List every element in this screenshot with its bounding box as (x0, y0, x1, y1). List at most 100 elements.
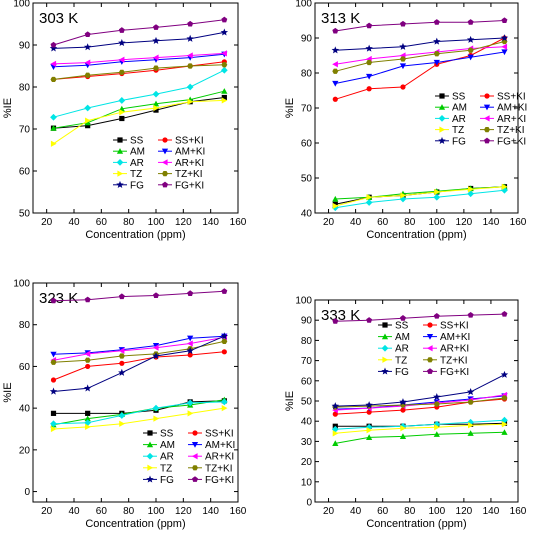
series-am-plus-ki (332, 393, 508, 413)
legend-label: AR (452, 114, 466, 125)
data-point (118, 69, 125, 75)
x-tick-label: 140 (202, 506, 219, 517)
data-point (118, 56, 125, 63)
data-point (118, 412, 126, 419)
y-tick-label: 80 (301, 69, 313, 80)
series-ss (50, 94, 227, 131)
data-point (221, 97, 228, 104)
data-point (332, 202, 339, 210)
legend-label: SS+KI (175, 136, 204, 147)
series-line (53, 351, 225, 381)
data-point (152, 344, 159, 351)
legend-marker (438, 104, 446, 110)
legend-marker (438, 115, 446, 122)
data-point (332, 440, 339, 447)
legend-marker (161, 159, 168, 166)
legend-label: AR+KI (175, 158, 204, 169)
x-tick-label: 120 (175, 506, 192, 517)
legend-label: SS (130, 136, 144, 147)
legend-label: AM (160, 440, 175, 451)
x-tick-label: 100 (428, 506, 445, 517)
data-point (50, 377, 57, 383)
series-line (335, 397, 505, 408)
y-tick-label: 40 (301, 417, 313, 428)
x-axis-label: Concentration (ppm) (85, 518, 185, 530)
series-line (53, 99, 225, 145)
series-line (53, 340, 225, 363)
legend-marker (147, 430, 153, 436)
data-point (186, 34, 194, 42)
data-point (153, 107, 159, 113)
data-point (332, 96, 338, 102)
series-ar (50, 398, 228, 428)
x-tick-label: 60 (377, 506, 389, 517)
series-tz (50, 97, 228, 147)
data-point (332, 27, 339, 34)
data-point (221, 338, 228, 344)
legend-marker (191, 453, 198, 460)
legend-marker (192, 465, 198, 471)
series-line (335, 189, 505, 209)
panel-title: 323 K (39, 290, 78, 307)
series-line (53, 335, 225, 392)
data-point (50, 76, 57, 83)
data-point (332, 318, 339, 324)
legend-marker (162, 137, 168, 143)
series-line (335, 186, 505, 200)
series-line (335, 41, 505, 72)
legend-label: TZ (130, 169, 142, 180)
y-axis-label: %IE (284, 98, 296, 118)
legend-label: AM+KI (175, 147, 205, 158)
y-tick-label: 80 (19, 83, 31, 94)
data-point (152, 342, 160, 349)
series-line (53, 64, 225, 80)
series-ar-plus-ki (50, 334, 227, 364)
data-point (221, 349, 227, 355)
legend-label: TZ (395, 355, 407, 366)
series-fg-plus-ki (332, 311, 508, 324)
y-tick-label: 20 (19, 445, 31, 456)
legend-marker (116, 148, 124, 154)
y-axis-label: %IE (2, 382, 14, 402)
legend-marker (147, 464, 154, 471)
series-line (335, 37, 505, 51)
series-tz-plus-ki (50, 338, 228, 365)
y-tick-label: 90 (19, 41, 31, 52)
legend-label: AR (160, 452, 174, 463)
series-line (335, 20, 505, 32)
data-point (365, 44, 373, 52)
series-line (53, 407, 225, 430)
data-point (501, 421, 508, 428)
series-fg-plus-ki (332, 17, 508, 34)
series-fg-plus-ki (50, 16, 228, 48)
series-am (50, 88, 228, 131)
data-point (501, 183, 508, 190)
legend: SS SS+KI AM AM+KI AR AR+KI TZ TZ+KI FG FG+KI (143, 429, 235, 486)
legend-label: AR (130, 158, 144, 169)
data-point (83, 384, 92, 392)
data-point (332, 61, 338, 68)
data-point (84, 72, 91, 78)
legend-marker (484, 137, 490, 144)
series-line (53, 19, 225, 46)
data-point (332, 195, 339, 202)
x-tick-label: 40 (68, 217, 80, 228)
data-point (221, 16, 228, 23)
legend-label: AM+KI (497, 103, 527, 114)
data-point (186, 346, 194, 354)
data-point (152, 352, 160, 360)
data-point (221, 405, 228, 412)
y-tick-label: 10 (301, 477, 313, 488)
data-point (118, 347, 125, 354)
data-point (49, 44, 58, 52)
data-point (366, 427, 373, 434)
series-ss (50, 398, 227, 416)
data-point (220, 28, 229, 36)
y-tick-label: 80 (19, 320, 31, 331)
y-tick-label: 0 (24, 487, 30, 498)
legend-label: AR+KI (497, 114, 526, 125)
legend-label: SS+KI (440, 321, 469, 332)
data-point (50, 140, 57, 147)
x-tick-label: 40 (350, 217, 362, 228)
